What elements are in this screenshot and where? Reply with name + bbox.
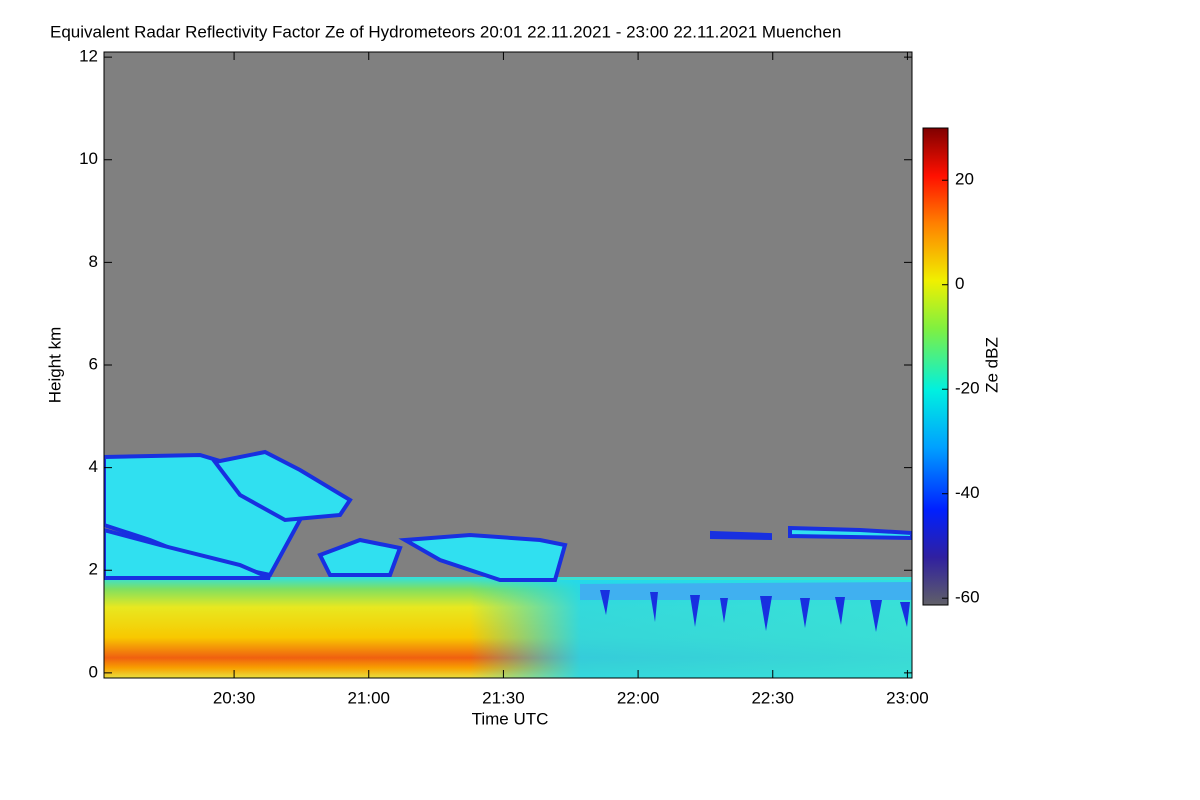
colorbar-tick-label: -40	[955, 483, 980, 502]
colorbar-label: Ze dBZ	[982, 337, 1001, 393]
x-tick-label: 22:00	[617, 688, 660, 707]
colorbar-tick-label: -20	[955, 379, 980, 398]
x-tick-label: 23:00	[886, 688, 929, 707]
y-tick-label: 2	[89, 560, 98, 579]
chart-title: Equivalent Radar Reflectivity Factor Ze …	[50, 22, 841, 41]
colorbar-tick-label: -60	[955, 588, 980, 607]
y-axis-label: Height km	[45, 327, 64, 404]
y-tick-label: 6	[89, 354, 98, 373]
y-tick-label: 12	[79, 47, 98, 66]
x-tick-label: 21:30	[482, 688, 525, 707]
x-tick-label: 22:30	[751, 688, 794, 707]
x-axis-label: Time UTC	[472, 709, 549, 728]
y-tick-label: 0	[89, 662, 98, 681]
x-tick-label: 20:30	[213, 688, 256, 707]
colorbar	[922, 127, 949, 606]
colorbar-tick-label: 20	[955, 170, 974, 189]
x-tick-label: 21:00	[347, 688, 390, 707]
colorbar-tick-label: 0	[955, 274, 964, 293]
y-tick-label: 4	[89, 457, 98, 476]
y-tick-label: 8	[89, 252, 98, 271]
reflectivity-field	[104, 52, 912, 678]
y-tick-label: 10	[79, 149, 98, 168]
